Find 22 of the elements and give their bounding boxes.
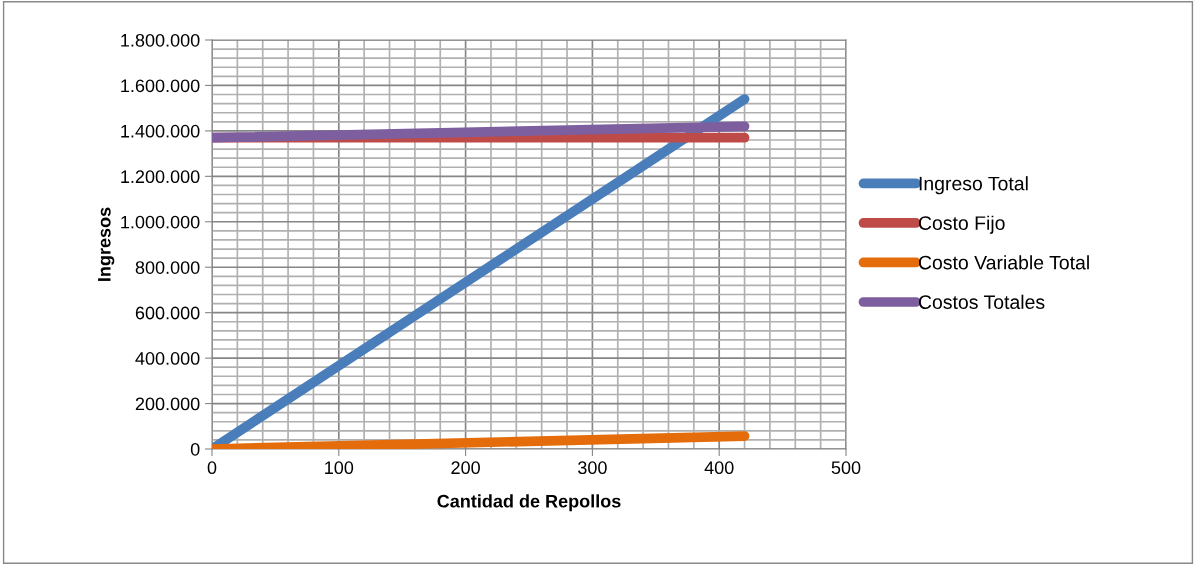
legend-label: Costo Fijo xyxy=(918,215,1005,234)
y-tick-label: 0 xyxy=(190,442,200,456)
x-axis-title: Cantidad de Repollos xyxy=(437,494,621,512)
x-tick-label: 400 xyxy=(704,461,734,475)
y-tick-label: 1.600.000 xyxy=(121,79,200,93)
y-axis-title: Ingresos xyxy=(98,207,115,281)
legend-label: Costos Totales xyxy=(918,294,1045,309)
y-tick-label: 200.000 xyxy=(135,397,200,411)
y-tick-label: 1.800.000 xyxy=(121,33,200,47)
legend-label: Ingreso Total xyxy=(919,176,1028,195)
y-tick-label: 1.000.000 xyxy=(121,215,200,229)
x-tick-label: 100 xyxy=(325,461,354,475)
x-tick-label: 200 xyxy=(451,461,480,475)
y-tick-label: 400.000 xyxy=(135,352,200,365)
legend-label: Costo Variable Total xyxy=(918,255,1089,270)
x-tick-label: 500 xyxy=(831,461,861,475)
y-tick-label: 600.000 xyxy=(135,306,200,320)
x-tick-label: 0 xyxy=(207,461,217,475)
y-tick-label: 800.000 xyxy=(135,261,200,274)
x-tick-label: 300 xyxy=(578,461,607,475)
y-tick-label: 1.400.000 xyxy=(121,124,200,138)
y-tick-label: 1.200.000 xyxy=(121,170,200,184)
